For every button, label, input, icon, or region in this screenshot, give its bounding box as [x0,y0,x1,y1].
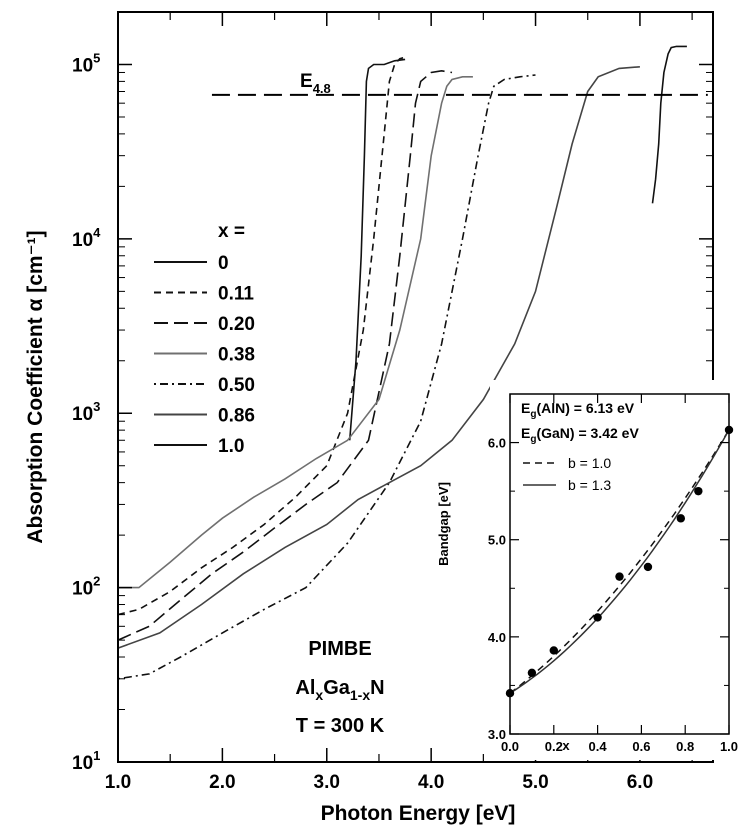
inset-x-tick-label: 0.6 [632,739,650,754]
bandgap-data-point [527,668,537,677]
legend-label-0-20: 0.20 [218,314,255,335]
x-tick-label: 5.0 [522,772,548,793]
y-tick-label: 102 [72,574,100,600]
inset-x-tick-label: 1.0 [720,739,738,754]
bandgap-param-1: Eg(GaN) = 3.42 eV [521,425,639,445]
x-tick-label: 1.0 [105,772,131,793]
formula-al: Al [295,677,315,699]
x-tick-label: 4.0 [418,772,444,793]
param-subscript-g: g [530,409,536,420]
param-e: E [521,400,530,416]
inset-y-tick-label: 5.0 [488,533,506,548]
inset-legend-label-1: b = 1.3 [568,477,611,493]
inset-y-tick-label: 6.0 [488,436,506,451]
y-tick-exponent: 2 [93,574,100,589]
bandgap-data-point [505,689,515,698]
bandgap-data-point [676,514,686,523]
y-tick-exponent: 1 [93,748,100,763]
legend-label-0-38: 0.38 [218,345,255,366]
bandgap-param-0: Eg(AlN) = 6.13 eV [521,400,635,420]
y-tick-exponent: 5 [93,50,100,65]
inset-y-axis-label: Bandgap [eV] [436,482,451,566]
fit-line-b-1 [509,429,730,694]
series-line-0-38 [118,76,473,589]
formula-ga: Ga [323,677,351,699]
y-tick-base: 10 [72,230,93,251]
temperature-label: T = 300 K [296,715,385,737]
inset-legend-label-0: b = 1.0 [568,455,611,471]
series-line-0-11 [118,56,406,616]
sample-method-label: PIMBE [308,638,371,660]
x-tick-label: 2.0 [209,772,235,793]
y-tick-label: 103 [72,399,100,425]
bandgap-data-point [593,613,602,622]
inset-background [490,380,738,760]
x-tick-label: 3.0 [314,772,340,793]
inset-x-axis-label: x [562,738,570,753]
legend-label-0-50: 0.50 [218,375,255,396]
fit-line-b-1-3 [509,429,730,694]
inset-x-tick-label: 0.2 [545,739,563,754]
y-tick-label: 104 [72,225,101,251]
param-e: E [521,425,530,441]
series-line-0-20 [118,69,453,641]
bandgap-data-point [615,572,624,581]
legend-label-0: 0 [218,253,229,274]
y-tick-base: 10 [72,404,93,425]
y-tick-base: 10 [72,753,93,774]
series-line-1-0 [651,45,687,204]
series-line-0 [348,58,406,441]
inset-x-tick-label: 0.4 [589,739,608,754]
x-tick-label: 6.0 [627,772,653,793]
y-tick-base: 10 [72,55,93,76]
bandgap-data-point [643,562,653,572]
y-tick-base: 10 [72,579,93,600]
y-axis-label: Absorption Coefficient α [cm⁻¹] [24,230,47,543]
legend-label-1-0: 1.0 [218,436,244,457]
formula-n: N [370,677,384,699]
e48-label-main: E [300,71,313,92]
bandgap-data-point [549,646,558,655]
series-line-0-50 [118,74,536,680]
legend-title: x = [218,221,245,242]
y-tick-label: 101 [72,748,100,774]
x-axis-label: Photon Energy [eV] [321,802,516,825]
param-subscript-g: g [530,434,536,445]
e48-label: E4.8 [300,71,331,96]
alloy-formula: AlxGa1-xN [295,677,384,703]
y-tick-exponent: 4 [93,225,101,240]
inset-frame [509,393,730,735]
inset-y-tick-label: 3.0 [488,727,506,742]
inset-y-tick-label: 4.0 [488,630,506,645]
inset-x-tick-label: 0.0 [501,739,519,754]
legend-label-0-86: 0.86 [218,406,255,427]
inset-x-tick-label: 0.8 [676,739,694,754]
y-tick-exponent: 3 [93,399,100,414]
formula-1-x-subscript: 1-x [350,687,370,703]
param-value: (GaN) = 3.42 eV [536,425,639,441]
legend-label-0-11: 0.11 [218,284,254,305]
bandgap-data-point [724,425,734,435]
series-line-0-86 [118,66,640,649]
e48-label-subscript: 4.8 [313,81,331,96]
formula-x-subscript: x [315,687,323,703]
y-tick-label: 105 [72,50,100,76]
bandgap-data-point [694,486,703,496]
param-value: (AlN) = 6.13 eV [536,400,634,416]
